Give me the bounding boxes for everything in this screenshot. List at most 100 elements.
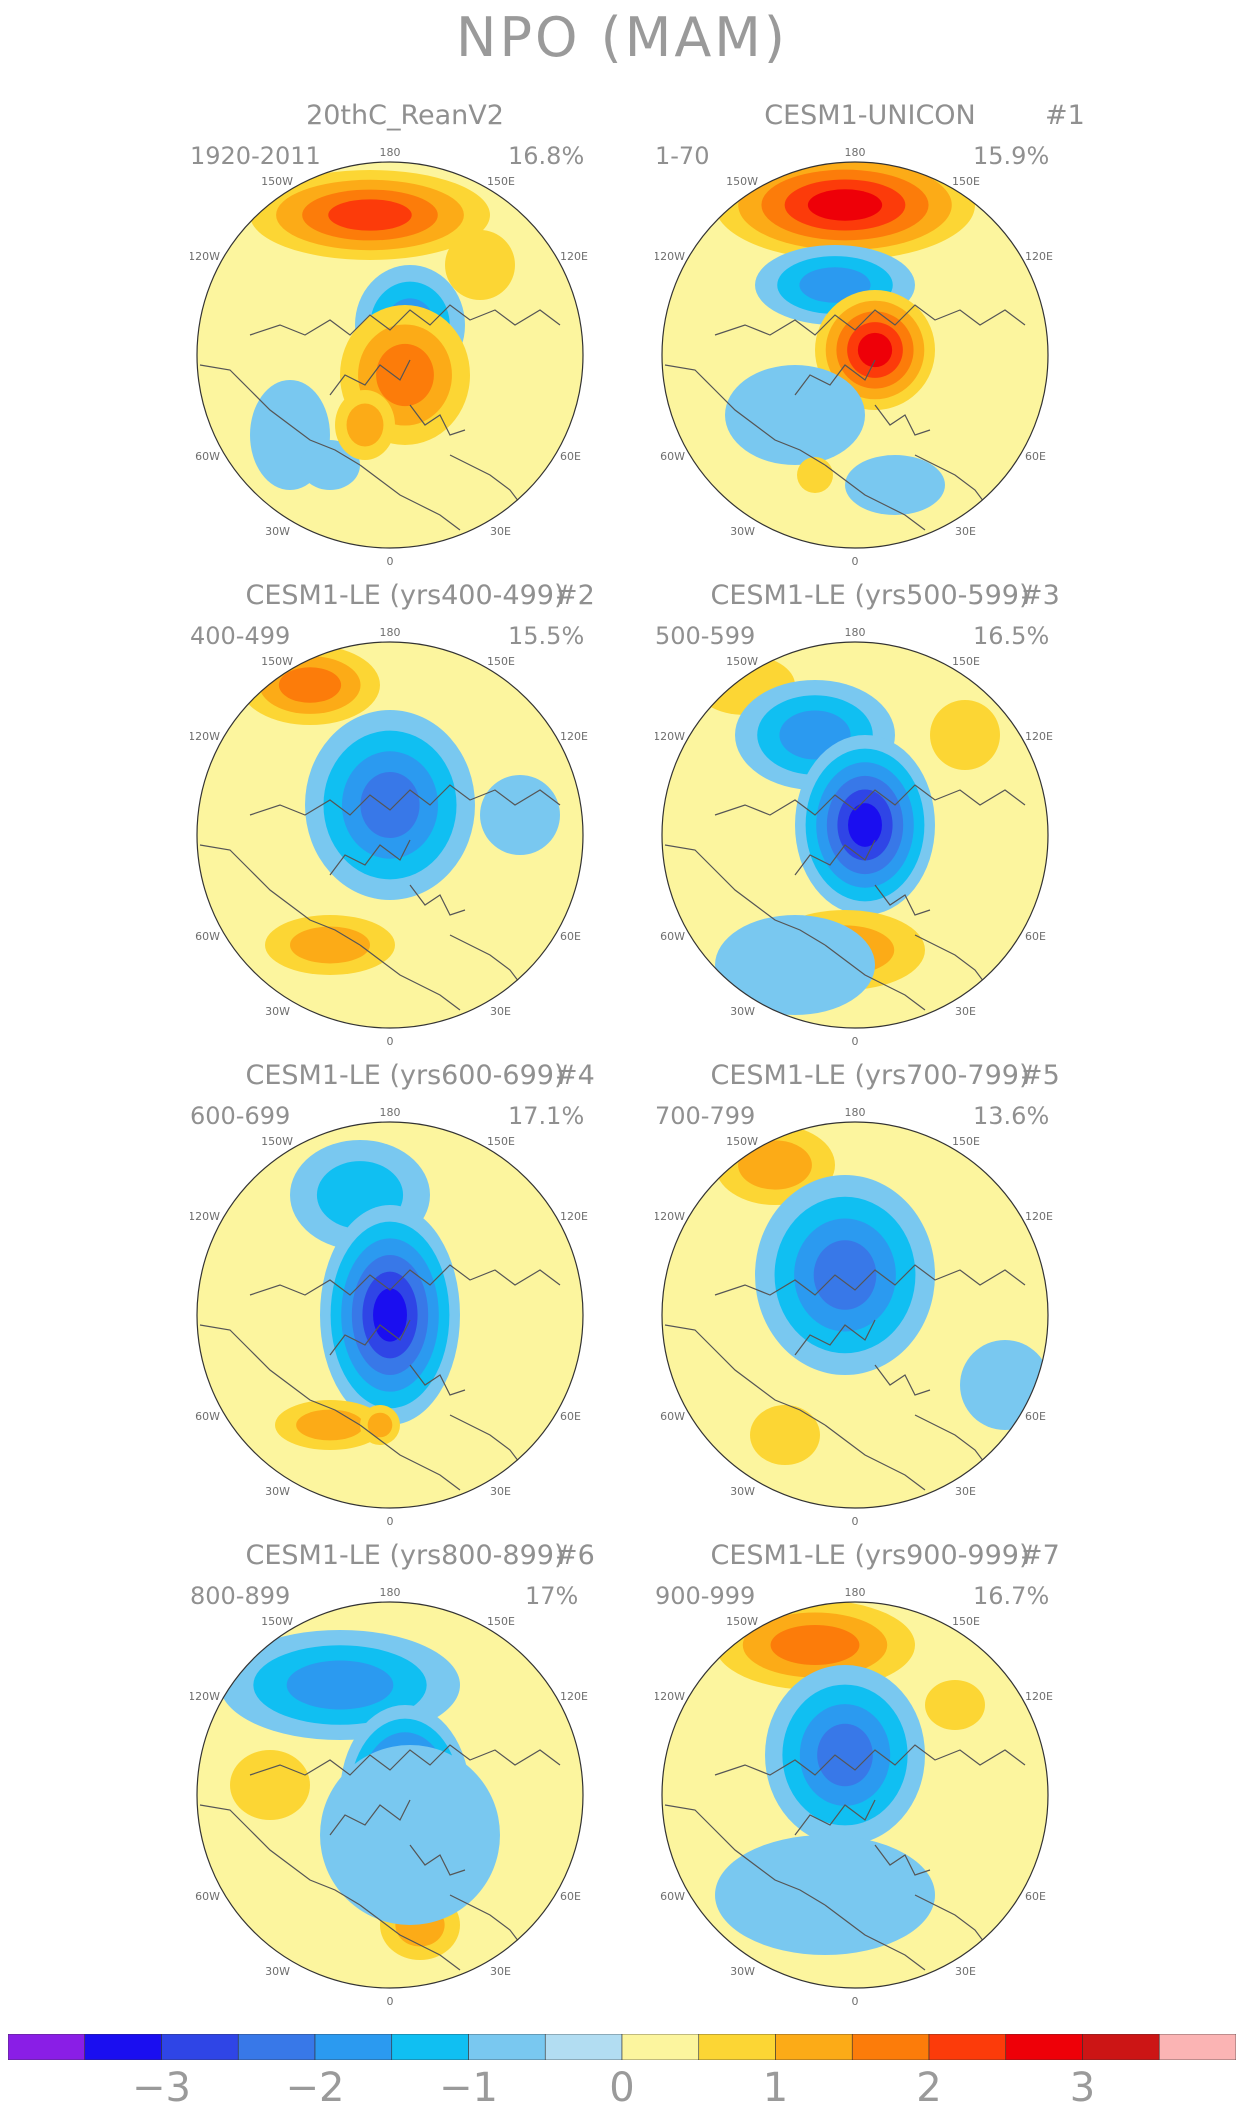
longitude-label: 30W bbox=[265, 1485, 290, 1498]
longitude-label: 30W bbox=[265, 1965, 290, 1978]
longitude-label: 150W bbox=[261, 1615, 293, 1628]
map-panel: CESM1-UNICON#11-7015.9%180090W90E150W120… bbox=[655, 100, 1215, 570]
longitude-label: 60E bbox=[560, 930, 581, 943]
positive-anomaly-contour bbox=[857, 332, 893, 368]
coastline bbox=[249, 304, 561, 336]
panel-variance: 17% bbox=[525, 1582, 579, 1610]
longitude-label: 60E bbox=[1025, 1890, 1046, 1903]
longitude-label: 30E bbox=[490, 1965, 511, 1978]
longitude-label: 120W bbox=[190, 1690, 220, 1703]
longitude-label: 30W bbox=[265, 525, 290, 538]
colorbar-swatch bbox=[8, 2034, 86, 2060]
panel-title: 20thC_ReanV2 bbox=[306, 100, 504, 131]
longitude-label: 180 bbox=[380, 1586, 401, 1599]
coastline bbox=[714, 304, 1026, 336]
map-panel: CESM1-LE (yrs700-799)#5700-79913.6%18009… bbox=[655, 1060, 1215, 1530]
polar-stereographic-map: 180090W90E150W120W150E120E60W30W60E30E bbox=[655, 1106, 1053, 1528]
polar-stereographic-map: 180090W90E150W120W150E120E60W30W60E30E bbox=[190, 146, 588, 568]
colorbar-tick-label: 0 bbox=[609, 2065, 635, 2111]
coastline bbox=[359, 1904, 461, 1971]
map-panel: CESM1-LE (yrs800-899)#6800-89917%180090W… bbox=[190, 1540, 750, 2010]
negative-anomaly-contour bbox=[360, 771, 420, 839]
positive-anomaly-contour bbox=[346, 403, 384, 447]
coastline bbox=[824, 464, 926, 531]
panel-variance: 16.5% bbox=[973, 622, 1050, 650]
colorbar-swatch bbox=[237, 2034, 316, 2060]
colorbar-swatch bbox=[544, 2034, 623, 2060]
positive-anomaly-contour bbox=[770, 1625, 860, 1665]
negative-anomaly-contour bbox=[300, 440, 360, 490]
colorbar-swatch bbox=[928, 2034, 1007, 2060]
coastline bbox=[409, 404, 466, 436]
coastline bbox=[199, 1804, 361, 1906]
panel-number: #6 bbox=[555, 1540, 595, 1571]
panel-number: #4 bbox=[555, 1060, 595, 1091]
longitude-label: 180 bbox=[845, 1586, 866, 1599]
coastline bbox=[359, 1424, 461, 1491]
panel-title: CESM1-LE (yrs700-799) bbox=[710, 1060, 1030, 1091]
coastline bbox=[664, 1324, 826, 1426]
negative-anomaly-contour bbox=[845, 455, 945, 515]
longitude-label: 120W bbox=[655, 730, 685, 743]
coastline bbox=[329, 359, 411, 396]
polar-stereographic-map: 180090W90E150W120W150E120E60W30W60E30E bbox=[190, 1586, 588, 2008]
positive-anomaly-contour bbox=[750, 1405, 820, 1465]
longitude-label: 60E bbox=[1025, 450, 1046, 463]
map-boundary bbox=[661, 161, 1049, 549]
negative-anomaly-contour bbox=[480, 775, 560, 855]
longitude-label: 150E bbox=[487, 1615, 515, 1628]
longitude-label: 150E bbox=[487, 655, 515, 668]
coastline bbox=[714, 1744, 1026, 1776]
longitude-label: 30W bbox=[730, 1005, 755, 1018]
longitude-label: 120W bbox=[655, 250, 685, 263]
positive-anomaly-contour bbox=[376, 343, 434, 407]
longitude-label: 0 bbox=[852, 1515, 859, 1528]
panel-period: 900-999 bbox=[655, 1582, 756, 1610]
longitude-label: 180 bbox=[845, 626, 866, 639]
negative-anomaly-contour bbox=[848, 803, 882, 847]
longitude-label: 30E bbox=[955, 1965, 976, 1978]
longitude-label: 150W bbox=[726, 175, 758, 188]
coastline bbox=[714, 784, 1026, 816]
coastline bbox=[914, 1894, 991, 1951]
longitude-label: 180 bbox=[845, 146, 866, 159]
panel-title: CESM1-LE (yrs600-699) bbox=[245, 1060, 565, 1091]
longitude-label: 150E bbox=[952, 1615, 980, 1628]
coastline bbox=[664, 364, 826, 466]
coastline bbox=[874, 884, 931, 916]
longitude-label: 0 bbox=[387, 1035, 394, 1048]
longitude-label: 60E bbox=[560, 1410, 581, 1423]
negative-anomaly-contour bbox=[715, 1835, 935, 1955]
longitude-label: 60E bbox=[560, 450, 581, 463]
colorbar-tick-label: 2 bbox=[916, 2065, 942, 2111]
colorbar-swatch bbox=[621, 2034, 700, 2060]
longitude-label: 30E bbox=[955, 525, 976, 538]
coastline bbox=[409, 1364, 466, 1396]
longitude-label: 30W bbox=[730, 1485, 755, 1498]
longitude-label: 150W bbox=[726, 1615, 758, 1628]
negative-anomaly-contour bbox=[715, 915, 875, 1015]
coastline bbox=[874, 1364, 931, 1396]
coastline bbox=[794, 359, 876, 396]
coastline bbox=[449, 934, 526, 991]
map-panel: CESM1-LE (yrs500-599)#3500-59916.5%18009… bbox=[655, 580, 1215, 1050]
colorbar-swatch bbox=[1005, 2034, 1083, 2060]
colorbar-swatch bbox=[84, 2034, 162, 2060]
positive-anomaly-contour bbox=[925, 1680, 985, 1730]
panel-period: 600-699 bbox=[190, 1102, 291, 1130]
polar-stereographic-map: 180090W90E150W120W150E120E60W30W60E30E bbox=[655, 626, 1053, 1048]
longitude-label: 120W bbox=[655, 1690, 685, 1703]
panel-variance: 13.6% bbox=[973, 1102, 1050, 1130]
colorbar-swatch bbox=[314, 2034, 393, 2060]
colorbar bbox=[8, 2034, 1236, 2060]
figure-title: NPO (MAM) bbox=[456, 6, 788, 69]
coastline bbox=[664, 844, 826, 946]
colorbar-swatch bbox=[468, 2034, 546, 2060]
positive-anomaly-contour bbox=[445, 230, 515, 300]
panel-title: CESM1-UNICON bbox=[764, 100, 976, 131]
coastline bbox=[664, 1804, 826, 1906]
longitude-label: 150W bbox=[261, 1135, 293, 1148]
longitude-label: 150E bbox=[487, 175, 515, 188]
positive-anomaly-contour bbox=[278, 667, 342, 703]
longitude-label: 180 bbox=[380, 626, 401, 639]
